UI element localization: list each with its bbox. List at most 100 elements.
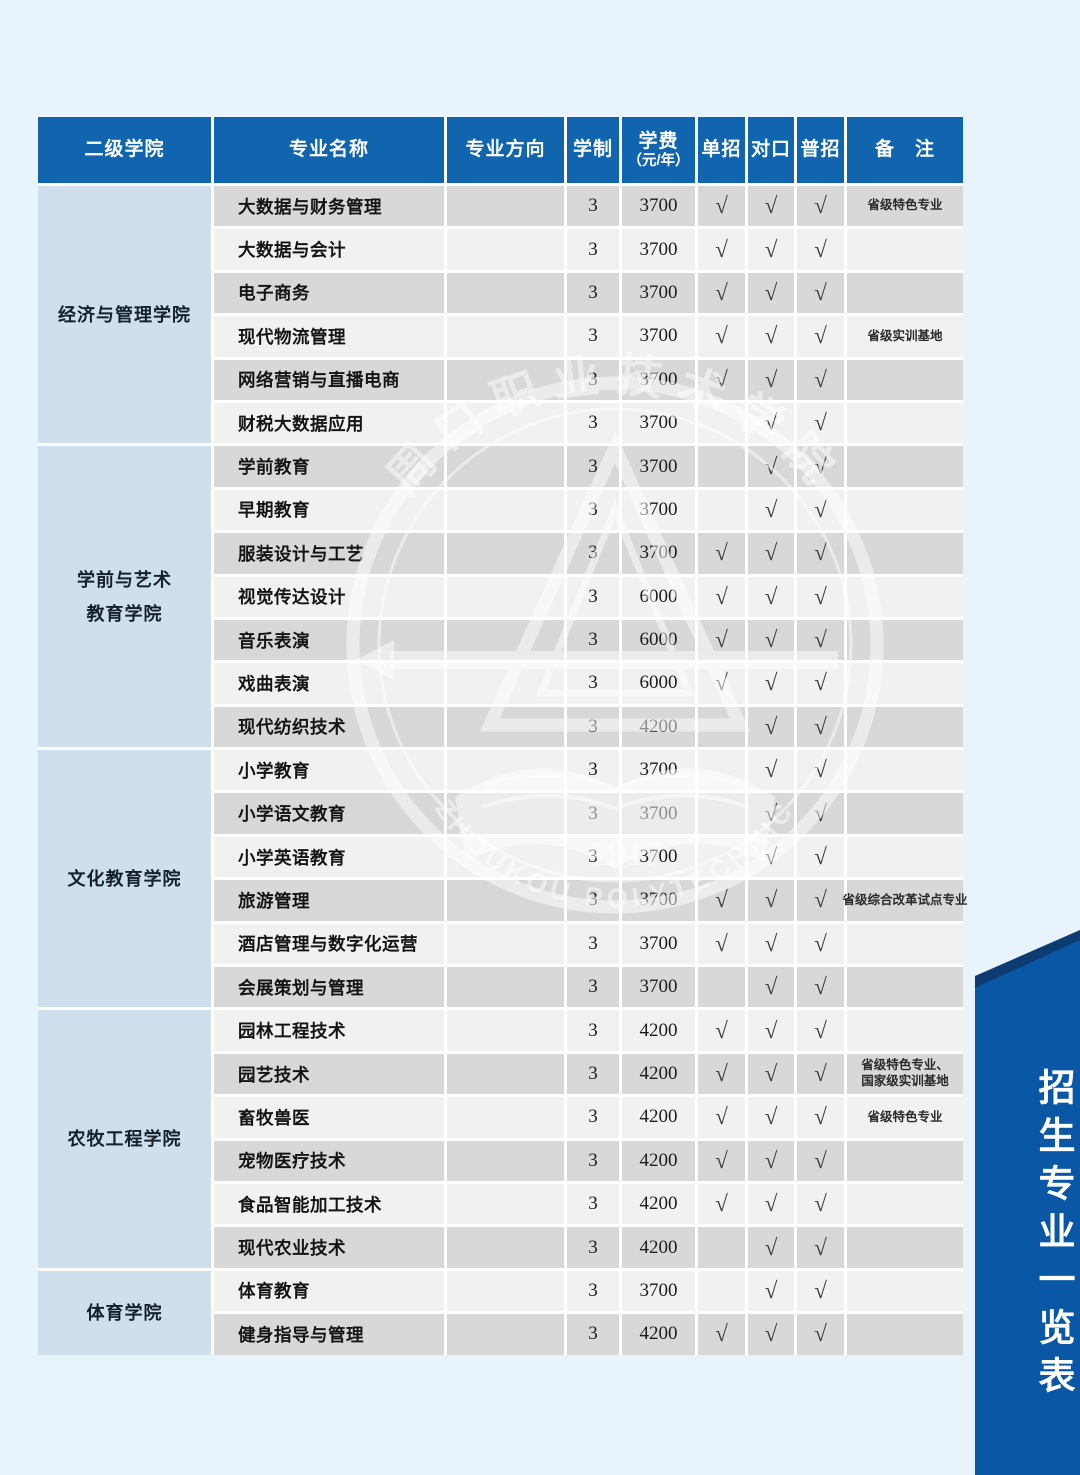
tuition-value: 4200 [622,1227,695,1268]
check-general: √ [797,619,844,661]
header-direction: 专业方向 [447,117,564,183]
remark [847,1314,963,1355]
major-direction [447,663,564,704]
check-single [698,402,745,444]
check-single: √ [698,359,745,400]
check-counterpart: √ [748,446,794,487]
check-single: √ [698,923,745,965]
duration-value: 3 [567,923,619,965]
check-counterpart: √ [748,186,794,227]
major-name: 酒店管理与数字化运营 [214,923,444,965]
major-direction [447,706,564,748]
remark [847,706,963,748]
check-counterpart: √ [748,229,794,270]
check-counterpart: √ [748,793,794,834]
tuition-value: 3700 [622,1270,695,1312]
remark [847,663,963,704]
remark [847,923,963,965]
check-counterpart: √ [748,967,794,1008]
header-tuition: 学费 （元/年） [622,117,695,183]
tuition-value: 3700 [622,402,695,444]
tuition-value: 6000 [622,619,695,661]
major-direction [447,1097,564,1138]
major-name: 健身指导与管理 [214,1314,444,1355]
duration-value: 3 [567,229,619,270]
duration-value: 3 [567,663,619,704]
major-direction [447,793,564,834]
tuition-value: 4200 [622,1140,695,1181]
check-single: √ [698,272,745,314]
tuition-value: 3700 [622,316,695,357]
tuition-value: 4200 [622,706,695,748]
remark [847,1227,963,1268]
major-name: 体育教育 [214,1270,444,1312]
duration-value: 3 [567,1140,619,1181]
check-general: √ [797,576,844,617]
remark [847,402,963,444]
major-direction [447,1053,564,1095]
remark [847,836,963,878]
remark [847,1140,963,1181]
tuition-value: 4200 [622,1314,695,1355]
duration-value: 3 [567,1227,619,1268]
major-direction [447,316,564,357]
check-general: √ [797,1227,844,1268]
check-single: √ [698,880,745,921]
check-single [698,1270,745,1312]
duration-value: 3 [567,533,619,574]
college-name: 农牧工程学院 [38,1010,211,1268]
check-general: √ [797,186,844,227]
duration-value: 3 [567,489,619,531]
check-counterpart: √ [748,880,794,921]
check-counterpart: √ [748,1183,794,1225]
major-name: 大数据与会计 [214,229,444,270]
tuition-value: 3700 [622,359,695,400]
check-counterpart: √ [748,489,794,531]
check-single: √ [698,619,745,661]
check-single: √ [698,1183,745,1225]
major-name: 学前教育 [214,446,444,487]
check-general: √ [797,706,844,748]
major-direction [447,533,564,574]
check-counterpart: √ [748,1270,794,1312]
tuition-value: 3700 [622,880,695,921]
check-general: √ [797,489,844,531]
major-direction [447,1010,564,1051]
check-general: √ [797,1314,844,1355]
duration-value: 3 [567,359,619,400]
major-name: 会展策划与管理 [214,967,444,1008]
check-general: √ [797,316,844,357]
remark: 省级特色专业 [847,1097,963,1138]
check-single: √ [698,186,745,227]
check-counterpart: √ [748,1314,794,1355]
major-direction [447,1140,564,1181]
tuition-value: 4200 [622,1010,695,1051]
check-single [698,1227,745,1268]
check-counterpart: √ [748,663,794,704]
duration-value: 3 [567,316,619,357]
check-single: √ [698,1097,745,1138]
check-general: √ [797,793,844,834]
check-general: √ [797,967,844,1008]
check-general: √ [797,880,844,921]
check-general: √ [797,836,844,878]
check-counterpart: √ [748,706,794,748]
check-general: √ [797,446,844,487]
duration-value: 3 [567,1314,619,1355]
header-duration: 学制 [567,117,619,183]
header-general: 普招 [797,117,844,183]
header-major: 专业名称 [214,117,444,183]
check-single [698,706,745,748]
duration-value: 3 [567,750,619,791]
major-direction [447,229,564,270]
major-name: 旅游管理 [214,880,444,921]
major-name: 食品智能加工技术 [214,1183,444,1225]
major-direction [447,446,564,487]
header-tuition-line2: （元/年） [627,152,690,169]
duration-value: 3 [567,967,619,1008]
check-single [698,446,745,487]
check-single: √ [698,1010,745,1051]
check-single: √ [698,1140,745,1181]
major-name: 小学教育 [214,750,444,791]
